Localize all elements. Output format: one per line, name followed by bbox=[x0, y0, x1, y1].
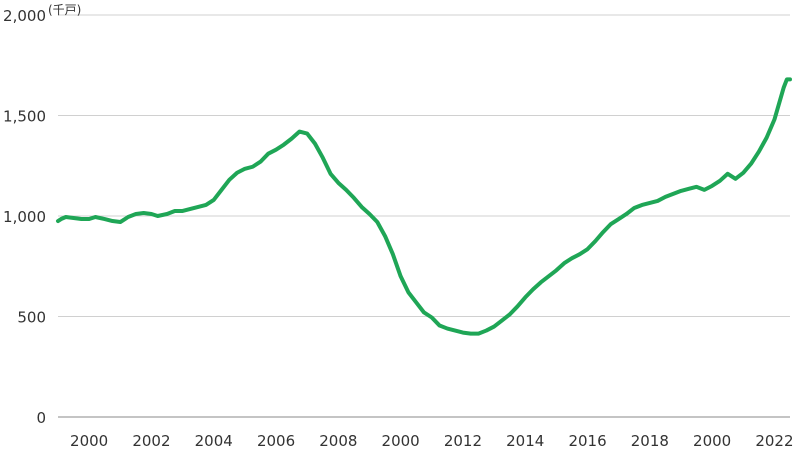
x-tick-label: 2000 bbox=[693, 432, 731, 450]
series-layer bbox=[56, 77, 792, 336]
y-tick-label: 0 bbox=[36, 409, 46, 427]
x-tick-label: 2002 bbox=[132, 432, 170, 450]
y-tick-label: 2,000 bbox=[3, 7, 46, 25]
x-tick-label: 2014 bbox=[506, 432, 544, 450]
x-tick-label: 2006 bbox=[257, 432, 295, 450]
y-tick-label: 1,000 bbox=[3, 208, 46, 226]
y-tick-label: 1,500 bbox=[3, 108, 46, 126]
y-axis-ticks: 0 500 1,000 1,500 2,000 bbox=[3, 7, 46, 427]
y-tick-label: 500 bbox=[17, 309, 46, 327]
x-tick-label: 2016 bbox=[568, 432, 606, 450]
x-tick-label: 2012 bbox=[444, 432, 482, 450]
x-tick-label: 2000 bbox=[382, 432, 420, 450]
y-unit-label: (千戸) bbox=[48, 3, 81, 17]
x-tick-label: 2008 bbox=[319, 432, 357, 450]
x-axis-ticks: 2000 2002 2004 2006 2008 2000 2012 2014 2016 2018… bbox=[70, 432, 793, 450]
series-line bbox=[56, 77, 792, 336]
grid-lines bbox=[58, 14, 790, 418]
x-tick-label: 2018 bbox=[631, 432, 669, 450]
x-tick-label: 2000 bbox=[70, 432, 108, 450]
x-tick-label: 2022 bbox=[755, 432, 793, 450]
x-tick-label: 2004 bbox=[195, 432, 233, 450]
